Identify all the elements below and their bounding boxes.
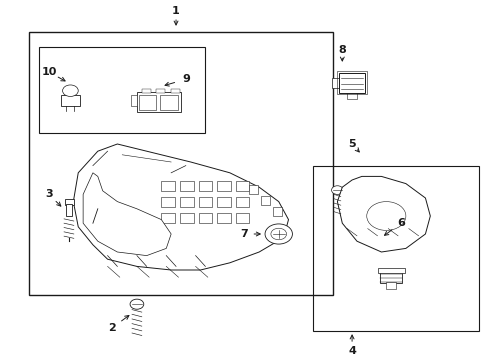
Circle shape (264, 224, 292, 244)
Bar (66, 204, 72, 216)
Text: 7: 7 (240, 229, 248, 239)
Bar (171, 89, 180, 93)
Bar (386, 282, 395, 289)
Bar (217, 197, 230, 207)
Text: 4: 4 (347, 346, 355, 356)
Circle shape (130, 299, 143, 309)
Circle shape (331, 186, 343, 194)
Bar (235, 181, 249, 191)
Bar (29, 32, 332, 295)
Bar (161, 213, 175, 223)
Bar (161, 181, 175, 191)
Bar (137, 92, 181, 112)
Bar (235, 213, 249, 223)
Text: 9: 9 (182, 74, 189, 84)
Text: 2: 2 (108, 323, 116, 333)
Text: 3: 3 (45, 189, 53, 199)
Bar (160, 95, 177, 110)
Polygon shape (337, 176, 429, 252)
Text: 1: 1 (172, 6, 180, 16)
Text: 10: 10 (41, 67, 57, 77)
Bar (198, 197, 212, 207)
Bar (180, 181, 193, 191)
Bar (198, 213, 212, 223)
Bar (217, 213, 230, 223)
Polygon shape (73, 144, 288, 270)
Bar (142, 89, 150, 93)
Bar (198, 181, 212, 191)
Text: 8: 8 (338, 45, 346, 55)
Bar (180, 213, 193, 223)
Bar (139, 95, 156, 110)
Bar (272, 207, 281, 216)
Circle shape (62, 85, 78, 96)
Bar (337, 71, 366, 94)
Bar (249, 185, 258, 194)
Circle shape (366, 202, 405, 230)
Circle shape (270, 228, 286, 240)
Bar (377, 268, 404, 273)
Polygon shape (83, 173, 171, 256)
Bar (131, 95, 137, 106)
Bar (61, 95, 80, 106)
Bar (261, 196, 269, 205)
Bar (346, 92, 356, 99)
Bar (180, 197, 193, 207)
Bar (39, 47, 205, 133)
Text: 5: 5 (347, 139, 355, 149)
Text: 6: 6 (396, 218, 404, 228)
Bar (235, 197, 249, 207)
Bar (312, 166, 478, 331)
Bar (65, 199, 74, 205)
Bar (331, 78, 339, 88)
Bar (161, 197, 175, 207)
Bar (217, 181, 230, 191)
Bar (156, 89, 165, 93)
Bar (339, 73, 364, 93)
Bar (380, 272, 401, 283)
